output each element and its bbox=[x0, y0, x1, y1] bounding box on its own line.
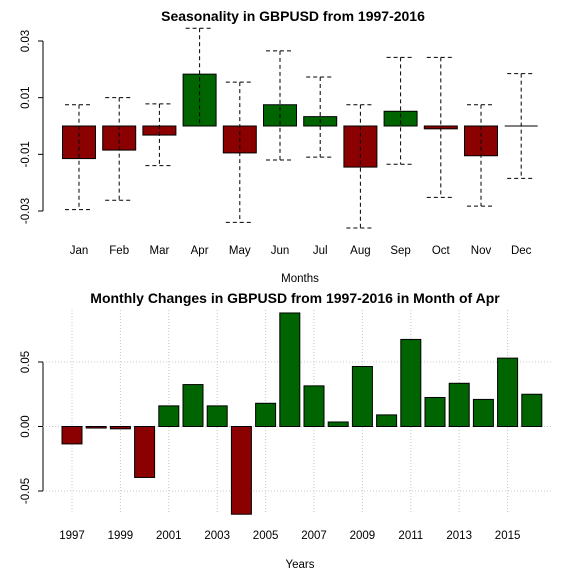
monthly-changes-bar bbox=[327, 421, 349, 427]
monthly-changes-x-tick-label: 1999 bbox=[108, 530, 134, 542]
seasonality-x-tick-label: Mar bbox=[149, 245, 169, 257]
seasonality-x-axis-label: Months bbox=[281, 273, 319, 285]
seasonality-y-tick-label: 0.03 bbox=[20, 30, 32, 52]
seasonality-x-tick-label: Apr bbox=[191, 245, 209, 257]
seasonality-x-tick-label: Aug bbox=[350, 245, 370, 257]
seasonality-bar bbox=[383, 110, 418, 127]
monthly-changes-bar bbox=[61, 426, 83, 445]
seasonality-chart-title: Seasonality in GBPUSD from 1997-2016 bbox=[161, 8, 425, 24]
monthly-changes-bar bbox=[255, 402, 277, 427]
monthly-changes-bar bbox=[85, 426, 107, 429]
monthly-changes-bar bbox=[182, 384, 204, 428]
seasonality-y-tick-label: -0.01 bbox=[20, 141, 32, 167]
seasonality-x-tick-label: Dec bbox=[511, 245, 532, 257]
monthly-changes-x-tick-label: 2007 bbox=[301, 530, 327, 542]
monthly-changes-bar bbox=[134, 426, 156, 478]
monthly-changes-y-tick-label: 0.00 bbox=[20, 415, 32, 437]
monthly-changes-chart-title: Monthly Changes in GBPUSD from 1997-2016… bbox=[90, 290, 500, 306]
seasonality-x-tick-label: Jan bbox=[70, 245, 89, 257]
monthly-changes-x-tick-label: 2013 bbox=[446, 530, 472, 542]
monthly-changes-bar bbox=[279, 312, 301, 428]
monthly-changes-x-tick-label: 2005 bbox=[253, 530, 279, 542]
monthly-changes-bar bbox=[521, 393, 543, 427]
monthly-changes-x-tick-label: 2009 bbox=[350, 530, 376, 542]
seasonality-x-tick-label: Oct bbox=[432, 245, 451, 257]
seasonality-x-tick-label: Jun bbox=[271, 245, 290, 257]
monthly-changes-bar bbox=[230, 426, 252, 515]
seasonality-x-tick-label: Feb bbox=[109, 245, 129, 257]
monthly-changes-x-tick-label: 2015 bbox=[495, 530, 521, 542]
monthly-changes-bar bbox=[448, 382, 470, 428]
seasonality-y-tick-label: 0.01 bbox=[20, 86, 32, 108]
monthly-changes-chart: Monthly Changes in GBPUSD from 1997-2016… bbox=[20, 290, 552, 571]
seasonality-chart: Seasonality in GBPUSD from 1997-2016 -0.… bbox=[20, 8, 538, 285]
monthly-changes-bar bbox=[206, 405, 228, 427]
monthly-changes-bar bbox=[158, 405, 180, 427]
monthly-changes-bar bbox=[400, 338, 422, 427]
monthly-changes-bar bbox=[472, 398, 494, 428]
monthly-changes-y-tick-label: -0.05 bbox=[20, 478, 32, 504]
monthly-changes-bar bbox=[303, 385, 325, 427]
monthly-changes-x-tick-label: 2001 bbox=[156, 530, 182, 542]
seasonality-y-tick-label: -0.03 bbox=[20, 198, 32, 224]
monthly-changes-bar bbox=[497, 357, 519, 428]
monthly-changes-bar bbox=[376, 414, 398, 428]
monthly-changes-bar bbox=[109, 426, 131, 430]
seasonality-x-tick-label: Nov bbox=[471, 245, 492, 257]
seasonality-x-tick-label: May bbox=[229, 245, 251, 257]
monthly-changes-bar bbox=[424, 396, 446, 428]
monthly-changes-x-axis-label: Years bbox=[286, 559, 315, 571]
monthly-changes-x-tick-label: 1997 bbox=[59, 530, 85, 542]
monthly-changes-y-tick-label: 0.05 bbox=[20, 351, 32, 373]
seasonality-x-tick-label: Sep bbox=[390, 245, 410, 257]
monthly-changes-x-tick-label: 2011 bbox=[398, 530, 423, 542]
monthly-changes-bar bbox=[351, 366, 373, 428]
seasonality-x-tick-label: Jul bbox=[313, 245, 328, 257]
monthly-changes-x-tick-label: 2003 bbox=[204, 530, 230, 542]
